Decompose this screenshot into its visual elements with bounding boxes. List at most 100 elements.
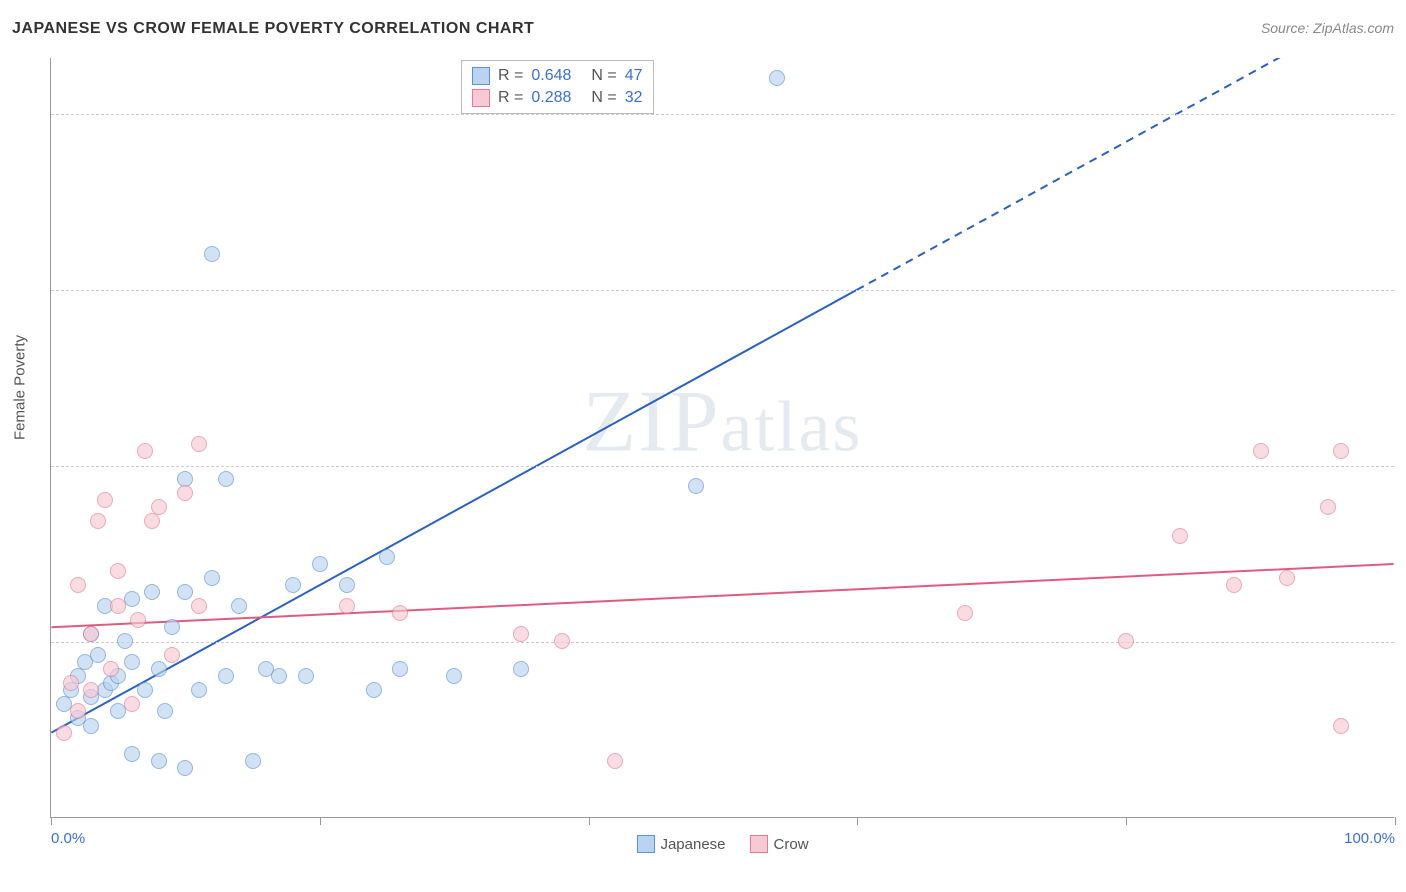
data-point — [513, 661, 529, 677]
data-point — [191, 598, 207, 614]
data-point — [446, 668, 462, 684]
data-point — [1118, 633, 1134, 649]
data-point — [688, 478, 704, 494]
data-point — [144, 513, 160, 529]
data-point — [110, 598, 126, 614]
data-point — [177, 760, 193, 776]
legend-item: Japanese — [636, 835, 725, 853]
stats-row: R = 0.288N = 32 — [472, 87, 643, 109]
data-point — [97, 492, 113, 508]
data-point — [271, 668, 287, 684]
legend-swatch — [750, 835, 768, 853]
gridline-h — [51, 290, 1394, 291]
data-point — [366, 682, 382, 698]
data-point — [144, 584, 160, 600]
stats-r-label: R = — [498, 67, 523, 85]
data-point — [392, 661, 408, 677]
stats-row: R = 0.648 N = 47 — [472, 65, 643, 87]
data-point — [231, 598, 247, 614]
data-point — [204, 246, 220, 262]
data-point — [554, 633, 570, 649]
data-point — [124, 696, 140, 712]
data-point — [151, 753, 167, 769]
data-point — [1333, 718, 1349, 734]
data-point — [83, 626, 99, 642]
data-point — [1333, 443, 1349, 459]
stats-legend: R = 0.648N = 47R = 0.288N = 32 — [461, 60, 654, 114]
x-tick — [857, 817, 858, 825]
x-tick — [51, 817, 52, 825]
data-point — [117, 633, 133, 649]
bottom-legend: Japanese Crow — [636, 835, 808, 853]
data-point — [124, 654, 140, 670]
data-point — [83, 718, 99, 734]
data-point — [151, 499, 167, 515]
data-point — [70, 703, 86, 719]
legend-swatch — [472, 67, 490, 85]
x-tick — [589, 817, 590, 825]
data-point — [164, 619, 180, 635]
data-point — [1279, 570, 1295, 586]
data-point — [513, 626, 529, 642]
stats-n-label: N = — [591, 89, 616, 107]
stats-r-value: 0.648 — [531, 67, 571, 85]
data-point — [204, 570, 220, 586]
gridline-h — [51, 114, 1394, 115]
data-point — [124, 746, 140, 762]
data-point — [130, 612, 146, 628]
data-point — [298, 668, 314, 684]
legend-swatch — [636, 835, 654, 853]
data-point — [957, 605, 973, 621]
data-point — [339, 577, 355, 593]
trend-lines — [51, 58, 1394, 817]
data-point — [339, 598, 355, 614]
x-tick-label: 100.0% — [1344, 830, 1395, 847]
data-point — [110, 563, 126, 579]
stats-n-label: N = — [591, 67, 616, 85]
x-tick-label: 0.0% — [51, 830, 85, 847]
data-point — [285, 577, 301, 593]
data-point — [137, 682, 153, 698]
data-point — [151, 661, 167, 677]
data-point — [245, 753, 261, 769]
legend-swatch — [472, 89, 490, 107]
data-point — [70, 577, 86, 593]
data-point — [90, 647, 106, 663]
data-point — [218, 471, 234, 487]
data-point — [157, 703, 173, 719]
data-point — [191, 682, 207, 698]
data-point — [191, 436, 207, 452]
source-credit: Source: ZipAtlas.com — [1261, 20, 1394, 36]
x-tick — [320, 817, 321, 825]
data-point — [769, 70, 785, 86]
data-point — [137, 443, 153, 459]
data-point — [1226, 577, 1242, 593]
y-axis-label: Female Poverty — [12, 335, 29, 440]
data-point — [90, 513, 106, 529]
data-point — [56, 725, 72, 741]
stats-r-label: R = — [498, 89, 523, 107]
stats-n-value: 47 — [625, 67, 643, 85]
data-point — [392, 605, 408, 621]
data-point — [177, 485, 193, 501]
data-point — [1253, 443, 1269, 459]
gridline-h — [51, 642, 1394, 643]
data-point — [83, 682, 99, 698]
data-point — [312, 556, 328, 572]
chart-title: JAPANESE VS CROW FEMALE POVERTY CORRELAT… — [12, 20, 534, 37]
data-point — [164, 647, 180, 663]
legend-label: Japanese — [660, 836, 725, 853]
legend-item: Crow — [750, 835, 809, 853]
data-point — [1172, 528, 1188, 544]
data-point — [1320, 499, 1336, 515]
data-point — [379, 549, 395, 565]
data-point — [103, 661, 119, 677]
data-point — [177, 584, 193, 600]
data-point — [218, 668, 234, 684]
watermark: ZIPatlas — [583, 372, 863, 473]
gridline-h — [51, 466, 1394, 467]
stats-r-value: 0.288 — [531, 89, 571, 107]
data-point — [63, 675, 79, 691]
x-tick — [1395, 817, 1396, 825]
legend-label: Crow — [774, 836, 809, 853]
